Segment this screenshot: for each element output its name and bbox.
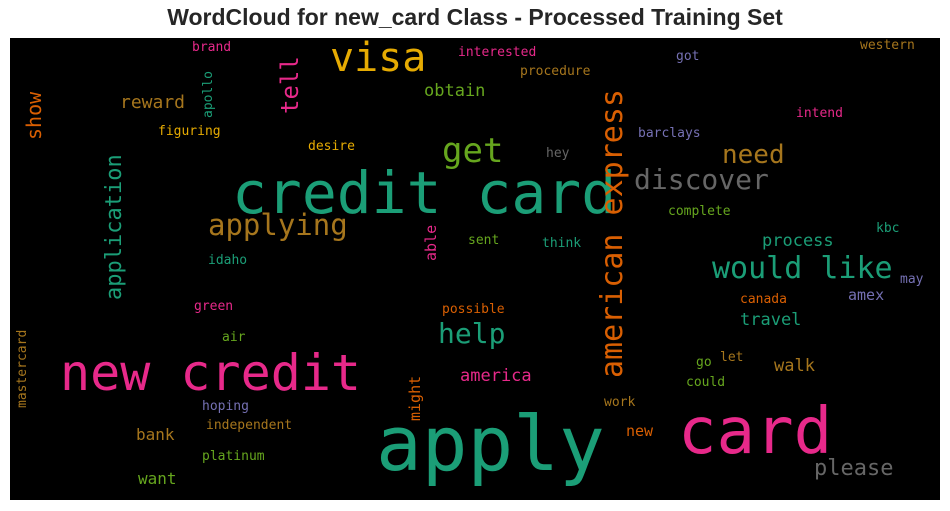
word-platinum: platinum	[202, 449, 265, 464]
word-western: western	[860, 38, 915, 53]
word-amex: amex	[848, 286, 885, 304]
word-application: application	[102, 154, 127, 300]
word-hey: hey	[546, 146, 570, 161]
word-canada: canada	[740, 292, 787, 307]
word-figuring: figuring	[158, 124, 221, 139]
word-reward: reward	[120, 92, 186, 113]
word-new-credit: new credit	[60, 344, 362, 402]
word-hoping: hoping	[202, 399, 249, 414]
word-sent: sent	[468, 233, 500, 248]
word-complete: complete	[668, 204, 731, 219]
word-barclays: barclays	[638, 126, 701, 141]
word-go: go	[696, 355, 712, 370]
word-possible: possible	[442, 302, 505, 317]
word-applying: applying	[208, 208, 348, 242]
word-travel: travel	[740, 310, 802, 330]
word-got: got	[676, 49, 700, 64]
word-think: think	[542, 236, 582, 251]
word-america: america	[460, 366, 532, 386]
word-apply: apply	[376, 399, 605, 488]
word-brand: brand	[192, 40, 232, 55]
word-work: work	[604, 395, 636, 410]
word-would-like: would like	[712, 251, 893, 286]
word-cloud: credit card apply card new credit visa americ…	[10, 38, 940, 500]
word-able: able	[422, 224, 440, 261]
word-american-express: american express	[595, 89, 630, 378]
word-air: air	[222, 330, 246, 345]
word-desire: desire	[308, 139, 355, 154]
word-kbc: kbc	[876, 221, 900, 236]
word-need: need	[722, 140, 785, 170]
word-help: help	[438, 317, 506, 350]
page-title: WordCloud for new_card Class - Processed…	[167, 4, 783, 30]
word-may: may	[900, 272, 924, 287]
word-procedure: procedure	[520, 64, 591, 79]
word-interested: interested	[458, 45, 537, 60]
word-new: new	[626, 422, 654, 440]
word-discover: discover	[634, 163, 769, 196]
word-card: card	[678, 395, 833, 469]
word-please: please	[814, 456, 894, 481]
word-visa: visa	[330, 38, 427, 81]
word-green: green	[194, 299, 234, 314]
word-walk: walk	[774, 356, 815, 376]
word-get: get	[442, 131, 504, 171]
word-let: let	[720, 350, 744, 365]
word-want: want	[138, 469, 177, 488]
word-credit-card: credit card	[232, 159, 617, 227]
word-obtain: obtain	[424, 81, 486, 101]
word-tell: tell	[276, 56, 304, 114]
word-bank: bank	[136, 425, 175, 444]
word-apollo: apollo	[201, 71, 216, 118]
word-independent: independent	[206, 418, 293, 433]
word-might: might	[406, 375, 424, 421]
word-show: show	[22, 91, 46, 140]
word-intend: intend	[796, 106, 843, 121]
word-could: could	[686, 375, 726, 390]
word-idaho: idaho	[208, 253, 248, 268]
word-mastercard: mastercard	[15, 329, 30, 408]
word-process: process	[762, 231, 834, 251]
